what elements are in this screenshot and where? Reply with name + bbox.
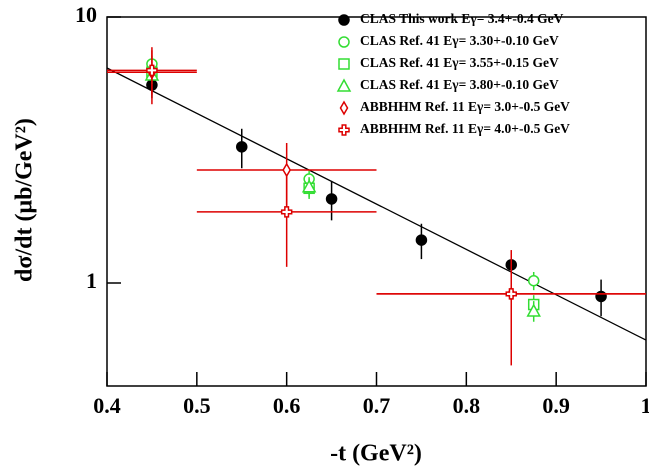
point — [595, 290, 607, 303]
y-axis-label: dσ/dt (μb/GeV²) — [12, 118, 38, 282]
legend-marker — [338, 14, 350, 26]
fit-line — [106, 67, 647, 341]
point — [236, 141, 248, 153]
point — [505, 288, 517, 300]
legend-label: ABBHHM Ref. 11 Eγ= 3.0+-0.5 GeV — [360, 99, 570, 114]
x-tick-label: 0.7 — [363, 393, 391, 418]
x-tick-label: 0.9 — [542, 393, 570, 418]
legend-label: CLAS Ref. 41 Eγ= 3.80+-0.10 GeV — [360, 77, 559, 92]
point — [526, 303, 541, 317]
x-tick-label: 0.4 — [93, 393, 121, 418]
x-axis-label: -t (GeV²) — [330, 441, 422, 467]
point — [527, 274, 540, 287]
point — [415, 234, 428, 246]
point — [280, 206, 293, 218]
legend-marker — [336, 78, 352, 92]
x-tick-label: 0.6 — [273, 393, 301, 418]
legend-marker — [338, 124, 350, 136]
y-tick-label: 1 — [86, 268, 97, 293]
point — [325, 193, 338, 205]
legend-marker — [339, 100, 349, 116]
point — [282, 162, 292, 178]
y-tick-label: 10 — [75, 2, 97, 27]
point — [146, 64, 158, 77]
point — [301, 179, 317, 193]
legend-label: CLAS This work Eγ= 3.4+-0.4 GeV — [360, 11, 564, 26]
legend-label: CLAS Ref. 41 Eγ= 3.55+-0.15 GeV — [360, 55, 559, 70]
x-tick-label: 0.5 — [183, 393, 211, 418]
legend-marker — [338, 36, 350, 48]
x-tick-label: 1 — [641, 393, 649, 418]
legend-label: CLAS Ref. 41 Eγ= 3.30+-0.10 GeV — [360, 33, 559, 48]
legend-marker — [338, 58, 350, 70]
legend-label: ABBHHM Ref. 11 Eγ= 4.0+-0.5 GeV — [360, 121, 570, 136]
x-tick-label: 0.8 — [453, 393, 481, 418]
